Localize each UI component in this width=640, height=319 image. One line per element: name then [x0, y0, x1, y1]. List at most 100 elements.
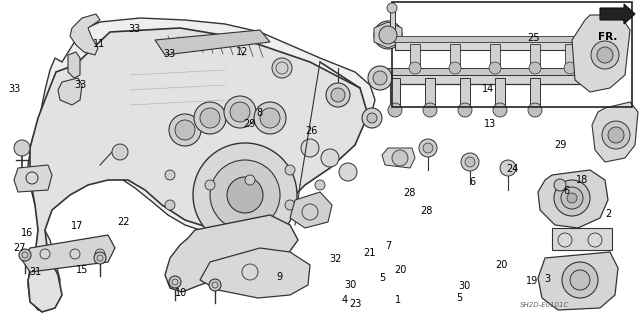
- Circle shape: [449, 62, 461, 74]
- Bar: [390, 78, 400, 106]
- Bar: [530, 78, 540, 106]
- Text: 32: 32: [329, 254, 342, 264]
- Text: 17: 17: [70, 221, 83, 232]
- Bar: [380, 72, 580, 84]
- Text: 31: 31: [29, 267, 42, 277]
- Circle shape: [19, 249, 31, 261]
- Polygon shape: [165, 215, 298, 292]
- Text: 33: 33: [74, 80, 86, 91]
- Text: 16: 16: [21, 228, 34, 238]
- Bar: [395, 40, 590, 50]
- Polygon shape: [14, 165, 52, 192]
- Circle shape: [564, 62, 576, 74]
- Circle shape: [374, 21, 402, 49]
- Circle shape: [562, 262, 598, 298]
- Circle shape: [200, 108, 220, 128]
- Text: 18: 18: [575, 174, 588, 185]
- Circle shape: [230, 102, 250, 122]
- Polygon shape: [572, 15, 630, 92]
- Text: 15: 15: [76, 264, 88, 275]
- Text: 1: 1: [395, 295, 401, 306]
- Bar: [410, 44, 420, 66]
- Text: 26: 26: [305, 126, 318, 136]
- Circle shape: [387, 3, 397, 13]
- Text: 29: 29: [554, 140, 566, 150]
- Polygon shape: [374, 22, 402, 48]
- Text: 13: 13: [483, 119, 496, 129]
- Circle shape: [169, 114, 201, 146]
- Polygon shape: [22, 235, 115, 272]
- Circle shape: [597, 47, 613, 63]
- Circle shape: [362, 108, 382, 128]
- Text: 33: 33: [8, 84, 20, 94]
- Text: 20: 20: [394, 265, 407, 275]
- Circle shape: [260, 108, 280, 128]
- Polygon shape: [382, 148, 415, 168]
- Circle shape: [409, 62, 421, 74]
- Bar: [530, 44, 540, 66]
- Circle shape: [169, 276, 181, 288]
- Text: 29: 29: [243, 119, 256, 130]
- Circle shape: [205, 180, 215, 190]
- Text: SH2D-E0101C: SH2D-E0101C: [520, 302, 570, 308]
- Circle shape: [489, 62, 501, 74]
- Circle shape: [561, 187, 583, 209]
- Circle shape: [331, 88, 345, 102]
- Circle shape: [321, 149, 339, 167]
- Text: 10: 10: [175, 288, 188, 299]
- Circle shape: [194, 102, 226, 134]
- Bar: [390, 6, 395, 31]
- Circle shape: [193, 143, 297, 247]
- Circle shape: [224, 96, 256, 128]
- Circle shape: [165, 200, 175, 210]
- Polygon shape: [200, 248, 310, 298]
- Polygon shape: [155, 30, 270, 55]
- Polygon shape: [538, 252, 618, 310]
- Text: 9: 9: [276, 272, 282, 282]
- Bar: [378, 68, 583, 75]
- Polygon shape: [58, 78, 82, 105]
- Circle shape: [529, 62, 541, 74]
- Polygon shape: [28, 18, 375, 310]
- Text: 21: 21: [364, 248, 376, 258]
- Circle shape: [602, 121, 630, 149]
- Circle shape: [567, 193, 577, 203]
- Circle shape: [423, 143, 433, 153]
- Text: 20: 20: [495, 260, 508, 271]
- Circle shape: [392, 150, 408, 166]
- Circle shape: [94, 252, 106, 264]
- Circle shape: [14, 140, 30, 156]
- Text: 6: 6: [563, 186, 570, 197]
- Text: 11: 11: [93, 39, 106, 49]
- Text: 28: 28: [403, 188, 416, 198]
- Polygon shape: [592, 102, 638, 162]
- Circle shape: [379, 26, 397, 44]
- Circle shape: [528, 103, 542, 117]
- Circle shape: [245, 175, 255, 185]
- Circle shape: [423, 103, 437, 117]
- Bar: [460, 78, 470, 106]
- Text: 24: 24: [506, 164, 518, 174]
- Polygon shape: [70, 14, 100, 55]
- Bar: [490, 44, 500, 66]
- Text: 33: 33: [128, 24, 141, 34]
- Bar: [552, 228, 612, 250]
- Circle shape: [227, 177, 263, 213]
- Text: 33: 33: [163, 49, 176, 59]
- Polygon shape: [538, 170, 608, 228]
- Polygon shape: [68, 52, 80, 78]
- Circle shape: [419, 139, 437, 157]
- Text: 7: 7: [385, 241, 392, 251]
- Bar: [495, 78, 505, 106]
- Circle shape: [165, 170, 175, 180]
- Circle shape: [285, 200, 295, 210]
- Circle shape: [388, 103, 402, 117]
- Text: 19: 19: [525, 276, 538, 286]
- Polygon shape: [600, 4, 635, 24]
- Text: 6: 6: [469, 177, 476, 188]
- Circle shape: [461, 153, 479, 171]
- Text: 22: 22: [117, 217, 130, 227]
- Polygon shape: [28, 28, 368, 312]
- Circle shape: [272, 58, 292, 78]
- Circle shape: [175, 120, 195, 140]
